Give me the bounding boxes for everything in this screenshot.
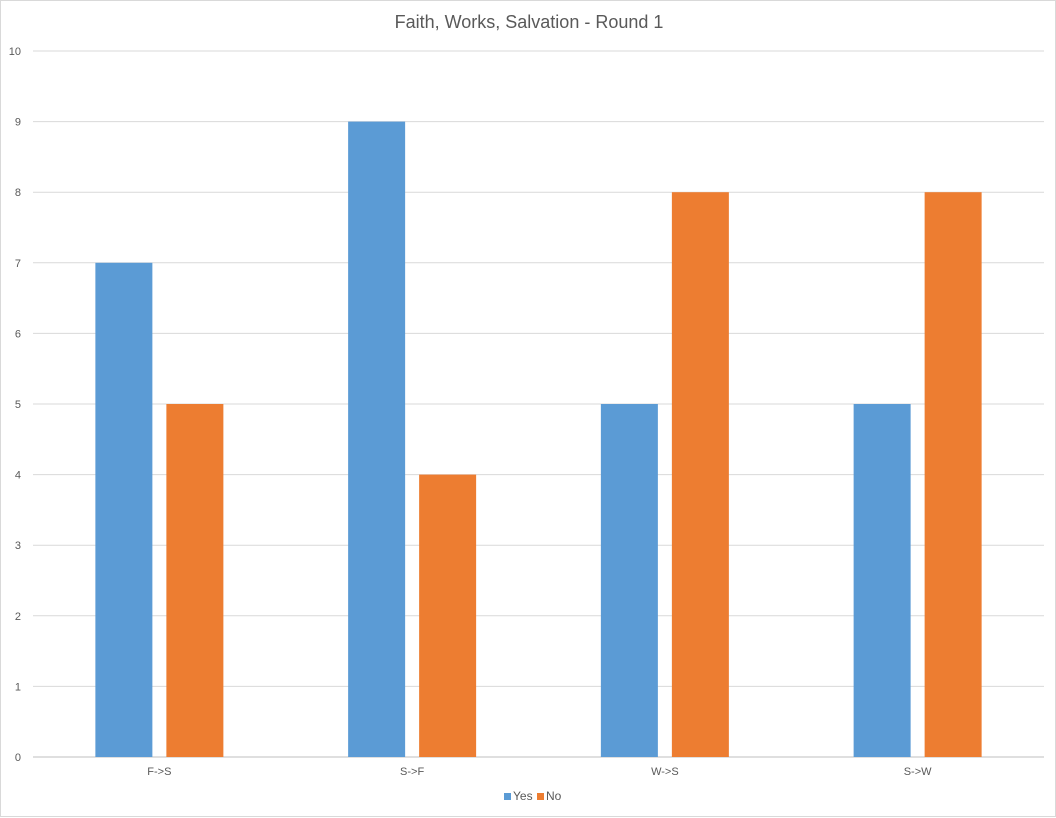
x-tick-label: S->F [400,766,424,778]
y-tick-label: 8 [15,187,21,199]
y-tick-label: 7 [15,258,21,270]
x-tick-label: F->S [147,766,171,778]
y-tick-label: 9 [15,117,21,129]
legend-swatch-no [537,793,544,800]
legend-label-no: No [546,789,562,803]
x-tick-label: S->W [904,766,932,778]
y-tick-label: 2 [15,611,21,623]
bar-yes [95,262,153,757]
y-tick-label: 1 [15,681,21,693]
bar-yes [853,404,911,757]
y-tick-label: 10 [9,46,21,58]
y-tick-label: 0 [15,752,21,764]
chart-title: Faith, Works, Salvation - Round 1 [394,12,664,32]
bar-yes [348,121,406,758]
bar-yes [600,404,658,757]
x-tick-label: W->S [651,766,679,778]
y-tick-label: 4 [15,470,21,482]
y-tick-label: 6 [15,328,21,340]
bar-no [924,192,982,757]
bar-no [671,192,729,757]
legend-swatch-yes [504,793,511,800]
y-tick-label: 3 [15,540,21,552]
y-tick-label: 5 [15,399,21,411]
legend-label-yes: Yes [513,789,533,803]
bar-no [166,404,224,757]
bar-no [419,474,477,757]
